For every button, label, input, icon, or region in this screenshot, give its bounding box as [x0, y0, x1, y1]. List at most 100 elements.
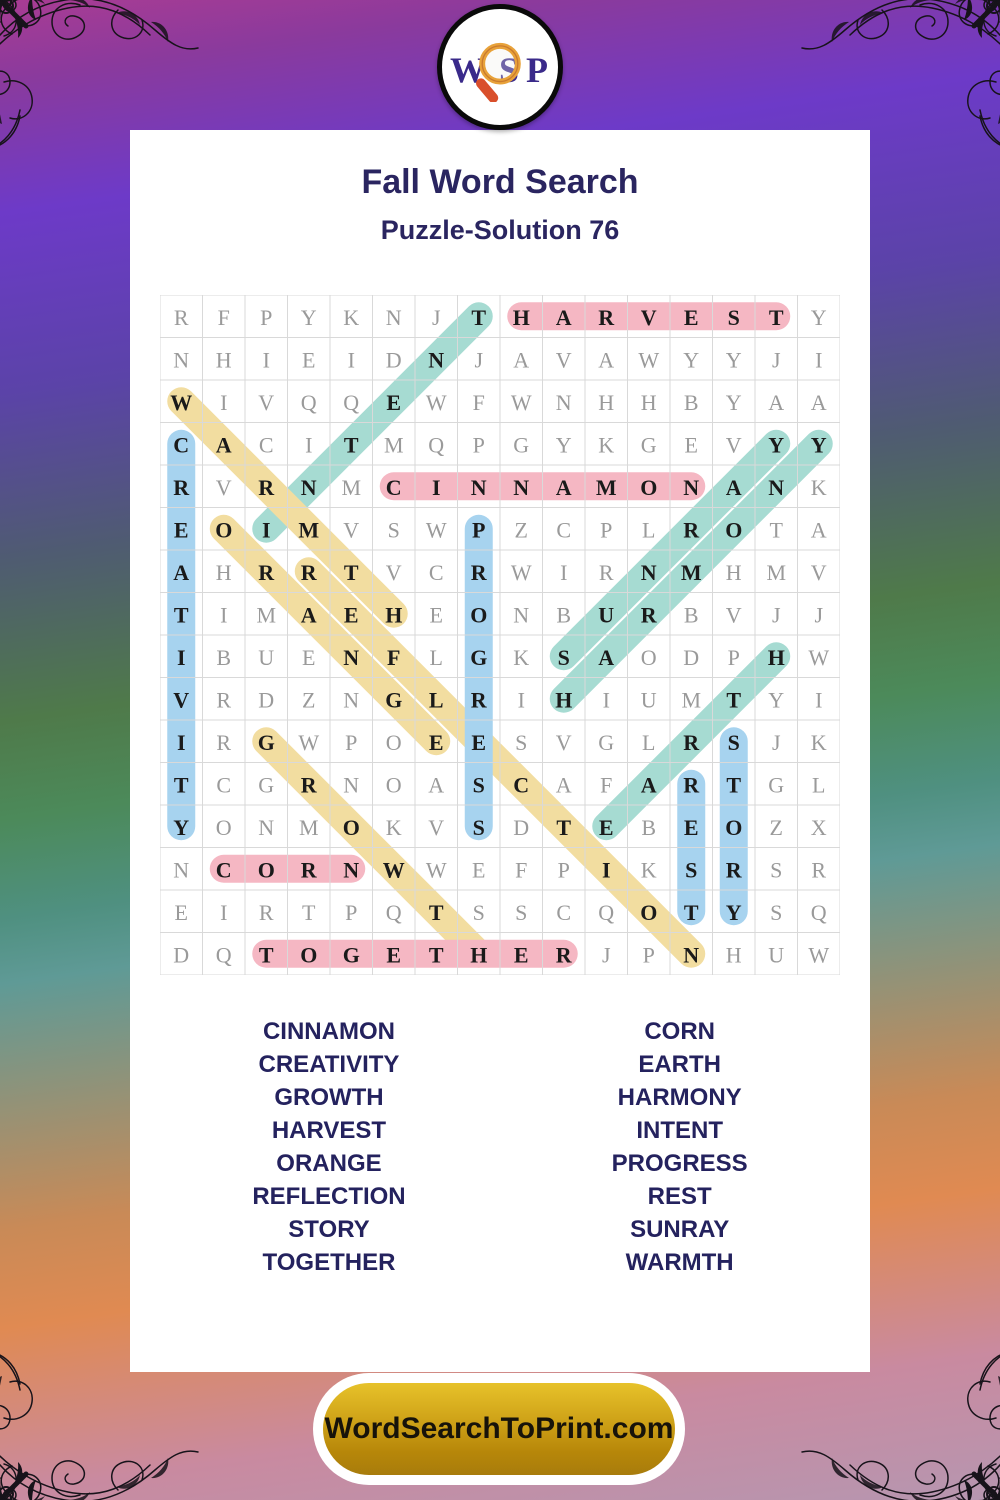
- svg-text:I: I: [177, 645, 186, 670]
- svg-text:H: H: [513, 305, 530, 330]
- svg-text:B: B: [641, 815, 656, 840]
- svg-text:R: R: [301, 772, 318, 797]
- svg-text:I: I: [815, 687, 822, 712]
- svg-text:W: W: [426, 390, 447, 415]
- svg-text:T: T: [556, 815, 571, 840]
- svg-text:I: I: [220, 602, 227, 627]
- svg-text:V: V: [428, 815, 444, 840]
- svg-text:Y: Y: [301, 305, 317, 330]
- svg-text:M: M: [681, 560, 702, 585]
- svg-text:T: T: [174, 772, 189, 797]
- svg-text:K: K: [811, 730, 827, 755]
- svg-text:K: K: [811, 475, 827, 500]
- svg-text:S: S: [770, 857, 782, 882]
- svg-text:J: J: [772, 602, 781, 627]
- svg-text:O: O: [470, 602, 487, 627]
- svg-text:U: U: [768, 942, 784, 967]
- svg-text:A: A: [598, 347, 614, 372]
- svg-text:W: W: [383, 857, 405, 882]
- svg-text:Q: Q: [301, 390, 317, 415]
- svg-text:O: O: [386, 772, 402, 797]
- svg-text:I: I: [263, 347, 270, 372]
- svg-text:I: I: [602, 857, 611, 882]
- svg-text:O: O: [640, 900, 657, 925]
- svg-text:A: A: [216, 432, 232, 457]
- svg-text:A: A: [598, 645, 614, 670]
- svg-text:O: O: [216, 815, 232, 840]
- svg-text:C: C: [556, 517, 571, 542]
- svg-text:Y: Y: [683, 347, 699, 372]
- svg-text:S: S: [473, 815, 485, 840]
- svg-text:W: W: [511, 560, 532, 585]
- svg-text:E: E: [430, 602, 443, 627]
- svg-text:W: W: [426, 857, 447, 882]
- svg-text:K: K: [343, 305, 359, 330]
- svg-text:B: B: [684, 390, 699, 415]
- svg-text:K: K: [513, 645, 529, 670]
- svg-text:T: T: [174, 602, 189, 627]
- svg-text:A: A: [556, 305, 572, 330]
- svg-text:Y: Y: [173, 815, 189, 840]
- svg-text:T: T: [429, 942, 444, 967]
- svg-text:G: G: [641, 432, 657, 457]
- svg-text:C: C: [259, 432, 274, 457]
- svg-text:O: O: [258, 857, 275, 882]
- svg-text:W: W: [170, 390, 192, 415]
- svg-text:E: E: [472, 857, 485, 882]
- svg-text:S: S: [515, 730, 527, 755]
- svg-text:I: I: [560, 560, 567, 585]
- svg-text:I: I: [220, 900, 227, 925]
- svg-text:G: G: [598, 730, 614, 755]
- svg-text:Y: Y: [811, 432, 827, 457]
- svg-text:N: N: [343, 645, 359, 670]
- svg-text:V: V: [726, 432, 742, 457]
- svg-text:S: S: [473, 772, 485, 797]
- svg-text:R: R: [301, 857, 318, 882]
- svg-text:P: P: [558, 857, 570, 882]
- svg-text:Q: Q: [428, 432, 444, 457]
- svg-text:N: N: [683, 942, 699, 967]
- svg-text:T: T: [769, 305, 784, 330]
- svg-text:H: H: [641, 390, 657, 415]
- svg-text:N: N: [343, 857, 359, 882]
- svg-text:B: B: [216, 645, 231, 670]
- svg-text:K: K: [641, 857, 657, 882]
- svg-text:E: E: [174, 517, 189, 542]
- svg-text:V: V: [343, 517, 359, 542]
- svg-text:M: M: [298, 517, 319, 542]
- svg-text:E: E: [386, 390, 401, 415]
- svg-text:R: R: [216, 687, 231, 712]
- svg-text:E: E: [684, 305, 699, 330]
- svg-text:N: N: [173, 857, 189, 882]
- svg-text:O: O: [725, 517, 742, 542]
- svg-text:I: I: [177, 730, 186, 755]
- svg-text:N: N: [343, 687, 359, 712]
- svg-text:E: E: [684, 815, 699, 840]
- svg-text:Y: Y: [768, 687, 784, 712]
- svg-text:T: T: [726, 687, 741, 712]
- svg-text:O: O: [640, 475, 657, 500]
- svg-text:R: R: [216, 730, 231, 755]
- svg-text:A: A: [811, 390, 827, 415]
- svg-text:T: T: [302, 900, 316, 925]
- svg-text:Z: Z: [302, 687, 315, 712]
- svg-text:J: J: [474, 347, 483, 372]
- svg-text:N: N: [173, 347, 189, 372]
- svg-text:L: L: [430, 645, 443, 670]
- svg-text:L: L: [642, 730, 655, 755]
- svg-text:A: A: [428, 772, 444, 797]
- svg-text:P: P: [728, 645, 740, 670]
- svg-text:R: R: [683, 730, 700, 755]
- svg-text:G: G: [343, 942, 360, 967]
- svg-text:H: H: [768, 645, 785, 670]
- svg-text:S: S: [558, 645, 570, 670]
- svg-text:R: R: [471, 560, 488, 585]
- svg-text:R: R: [726, 857, 743, 882]
- svg-text:M: M: [766, 560, 786, 585]
- svg-text:A: A: [726, 475, 742, 500]
- svg-text:C: C: [556, 900, 571, 925]
- svg-text:V: V: [726, 602, 742, 627]
- svg-text:K: K: [598, 432, 614, 457]
- svg-text:G: G: [258, 772, 274, 797]
- svg-text:R: R: [258, 475, 275, 500]
